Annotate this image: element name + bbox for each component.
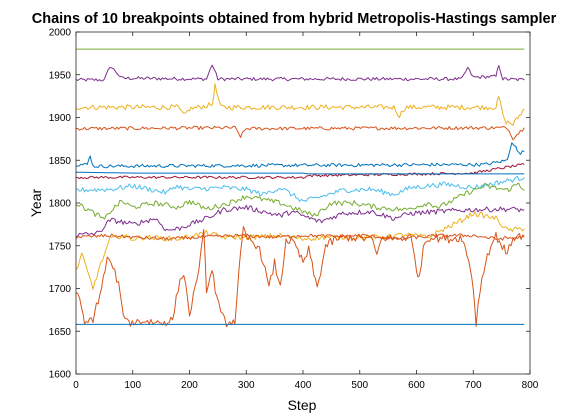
y-tick-label: 1650 — [49, 327, 72, 338]
y-tick-label: 1750 — [49, 241, 72, 252]
series-line-7 — [76, 171, 525, 175]
chart-title: Chains of 10 breakpoints obtained from h… — [32, 11, 557, 27]
series-line-13 — [75, 226, 525, 328]
x-tick-label: 200 — [181, 380, 198, 391]
series-line-9 — [75, 182, 525, 220]
y-tick-label: 2000 — [49, 28, 72, 39]
x-tick-label: 100 — [124, 380, 141, 391]
x-tick-label: 300 — [238, 380, 255, 391]
y-tick-label: 1950 — [49, 70, 72, 81]
y-tick-label: 1700 — [49, 284, 72, 295]
plot-area — [76, 32, 530, 374]
x-tick-label: 700 — [465, 380, 482, 391]
x-tick-label: 600 — [408, 380, 425, 391]
series-line-4 — [75, 125, 525, 141]
x-axis-label: Step — [288, 397, 317, 413]
series-line-2 — [75, 64, 525, 82]
y-tick-label: 1850 — [49, 156, 72, 167]
x-tick-label: 500 — [351, 380, 368, 391]
y-tick-label: 1900 — [49, 113, 72, 124]
y-axis: 1600 1650 1700 1750 1800 1850 1900 1950 2000 — [49, 28, 530, 381]
series-line-12 — [75, 233, 525, 241]
y-tick-label: 1800 — [49, 199, 72, 210]
series-line-11 — [75, 211, 525, 290]
y-tick-label: 1600 — [49, 370, 72, 381]
y-axis-label: Year — [28, 189, 44, 218]
series-line-10 — [75, 204, 525, 238]
series-line-3 — [75, 83, 525, 126]
x-axis: 0 100 200 300 400 500 600 700 800 — [73, 32, 539, 391]
x-tick-label: 400 — [295, 380, 312, 391]
x-tick-label: 0 — [73, 380, 79, 391]
series-line-5 — [75, 142, 525, 169]
x-tick-label: 800 — [522, 380, 539, 391]
series-layer — [75, 48, 525, 328]
series-line-8 — [75, 175, 525, 202]
